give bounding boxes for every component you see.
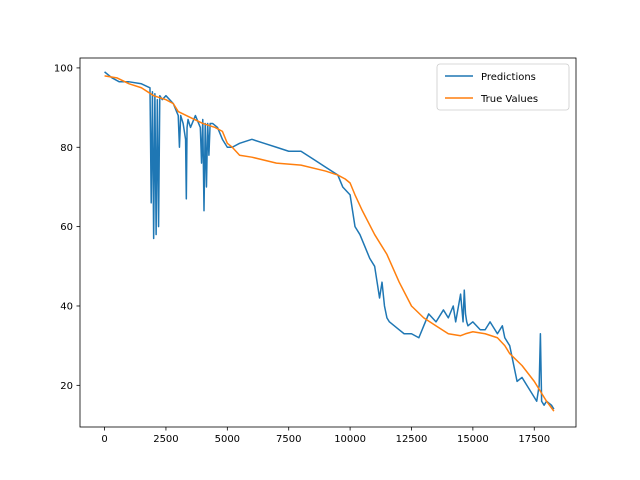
x-tick-label: 5000 [215, 434, 240, 445]
legend-label-true-values: True Values [480, 94, 538, 105]
x-tick-label: 12500 [396, 434, 428, 445]
plot-area [80, 58, 576, 427]
x-tick-label: 10000 [334, 434, 366, 445]
x-tick-label: 15000 [457, 434, 489, 445]
y-tick-label: 40 [60, 301, 73, 312]
x-tick-label: 2500 [153, 434, 178, 445]
y-tick-label: 80 [60, 143, 73, 154]
y-tick-label: 20 [60, 381, 73, 392]
x-tick-label: 17500 [518, 434, 550, 445]
series-line-predictions [104, 71, 555, 410]
axes-frame [79, 57, 577, 428]
legend: Predictions True Values [436, 63, 570, 111]
x-tick-label: 7500 [276, 434, 301, 445]
x-tick-label: 0 [101, 434, 107, 445]
series-line-true-values [104, 75, 555, 412]
y-tick-label: 60 [60, 222, 73, 233]
axes-layer: 0 2500 5000 7500 10000 12500 15000 17500 20 40 60 8… [54, 57, 577, 445]
y-tick-label: 100 [54, 63, 73, 74]
legend-label-predictions: Predictions [481, 72, 536, 83]
series-layer [104, 71, 555, 412]
